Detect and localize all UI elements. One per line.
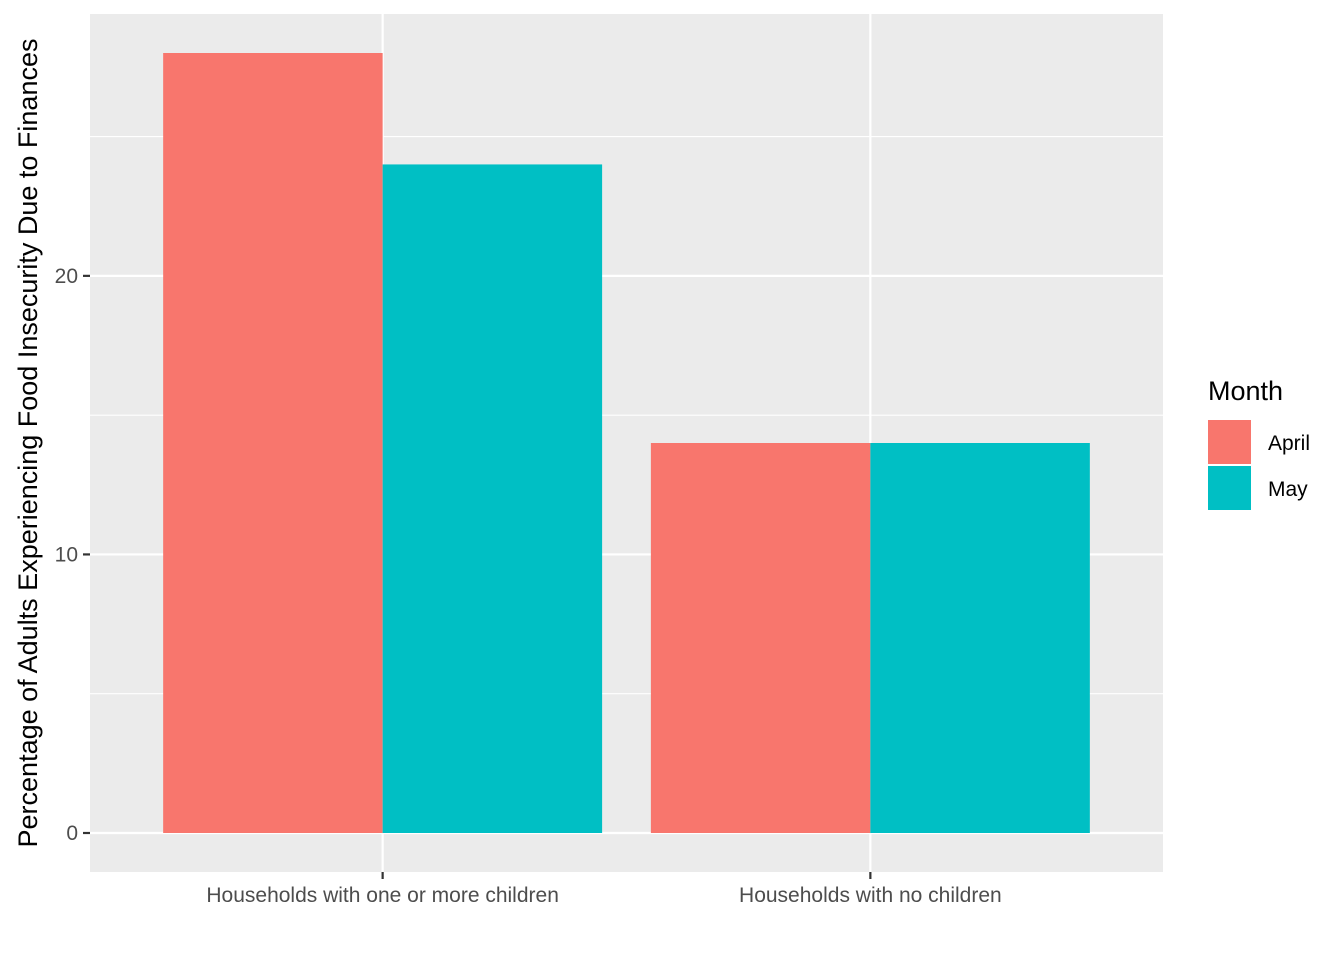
legend-title: Month <box>1208 376 1283 406</box>
y-tick-label: 10 <box>55 543 78 566</box>
y-axis-title: Percentage of Adults Experiencing Food I… <box>13 39 43 848</box>
legend-items: April May <box>1208 420 1310 510</box>
y-tick-label: 20 <box>55 265 78 288</box>
bar <box>870 443 1090 833</box>
y-tick-label: 0 <box>66 822 78 845</box>
y-axis: 0 10 20 <box>55 265 90 845</box>
x-tick-label: Households with no children <box>739 884 1002 907</box>
bar <box>650 443 871 833</box>
legend-label: April <box>1268 432 1310 455</box>
x-axis: Households with one or more children Hous… <box>206 872 1002 907</box>
legend-swatch <box>1208 420 1251 464</box>
legend: Month April May <box>1208 376 1310 510</box>
bar <box>163 53 383 833</box>
bar <box>382 164 603 833</box>
x-tick-label: Households with one or more children <box>206 884 559 907</box>
legend-label: May <box>1268 478 1308 501</box>
bars <box>163 53 1090 833</box>
legend-swatch <box>1208 466 1251 510</box>
